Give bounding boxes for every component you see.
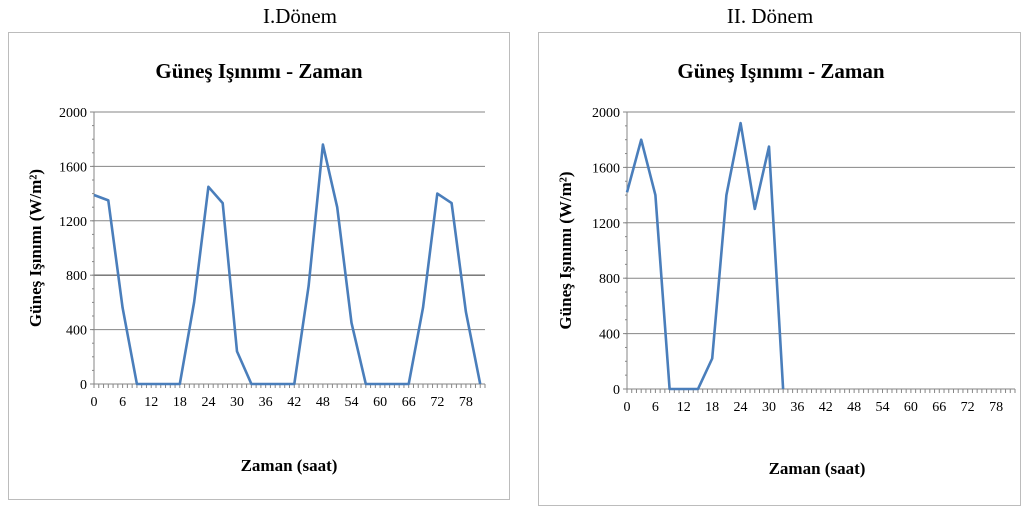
y-axis-title: Güneş Işınımı (W/m²) — [556, 171, 575, 329]
x-tick-label: 60 — [904, 400, 918, 415]
chart-period-1: Güneş Işınımı - Zaman 0 400 800 1200 1600 2000… — [26, 59, 486, 475]
x-tick-label: 18 — [173, 395, 187, 410]
x-tick-label: 78 — [459, 395, 473, 410]
x-tick-label: 18 — [705, 400, 719, 415]
x-tick-label: 66 — [932, 400, 946, 415]
x-tick-label: 12 — [677, 400, 691, 415]
x-tick-label: 36 — [259, 395, 273, 410]
y-tick-label: 800 — [66, 269, 87, 284]
x-tick-label: 54 — [344, 395, 358, 410]
x-tick-label: 0 — [624, 400, 631, 415]
chart-title: Güneş Işınımı - Zaman — [155, 59, 362, 83]
chart-frame-period-2: Güneş Işınımı - Zaman 0 400 800 1200 1600 2000… — [538, 32, 1021, 506]
x-axis-title: Zaman (saat) — [241, 456, 338, 475]
x-tick-label: 60 — [373, 395, 387, 410]
chart-title: Güneş Işınımı - Zaman — [677, 59, 884, 83]
chart-frame-period-1: Güneş Işınımı - Zaman 0 400 800 1200 1600 2000… — [8, 32, 510, 500]
y-tick-label: 1200 — [59, 215, 87, 230]
x-tick-label: 36 — [790, 400, 804, 415]
y-tick-label: 400 — [66, 324, 87, 339]
series-line-0 — [625, 121, 785, 391]
y-tick-label: 1600 — [59, 160, 87, 175]
x-tick-label: 24 — [734, 400, 748, 415]
y-tick-label: 2000 — [592, 106, 620, 121]
x-tick-label: 48 — [316, 395, 330, 410]
y-tick-label: 0 — [613, 383, 620, 398]
y-tick-label: 0 — [80, 378, 87, 393]
y-tick-label: 1200 — [592, 217, 620, 232]
panel-heading-period-1: I.Dönem — [262, 4, 338, 28]
y-tick-label: 1600 — [592, 161, 620, 176]
x-tick-label: 48 — [847, 400, 861, 415]
x-tick-label: 42 — [287, 395, 301, 410]
x-tick-label: 66 — [402, 395, 416, 410]
chart-period-2: Güneş Işınımı - Zaman 0 400 800 1200 1600 2000… — [556, 59, 1016, 478]
y-tick-label: 2000 — [59, 106, 87, 121]
panel-heading-period-2: II. Dönem — [726, 4, 814, 28]
y-axis-title: Güneş Işınımı (W/m²) — [26, 169, 45, 327]
x-tick-label: 0 — [91, 395, 98, 410]
x-tick-label: 30 — [230, 395, 244, 410]
x-tick-label: 12 — [144, 395, 158, 410]
series-line-0 — [93, 143, 482, 386]
x-tick-label: 30 — [762, 400, 776, 415]
y-tick-label: 800 — [599, 272, 620, 287]
x-tick-label: 72 — [430, 395, 444, 410]
x-tick-label: 72 — [961, 400, 975, 415]
x-tick-label: 24 — [201, 395, 215, 410]
x-tick-label: 6 — [652, 400, 659, 415]
x-axis-title: Zaman (saat) — [769, 459, 866, 478]
x-tick-label: 54 — [876, 400, 890, 415]
x-tick-label: 42 — [819, 400, 833, 415]
x-tick-label: 78 — [989, 400, 1003, 415]
y-tick-label: 400 — [599, 328, 620, 343]
x-tick-label: 6 — [119, 395, 126, 410]
